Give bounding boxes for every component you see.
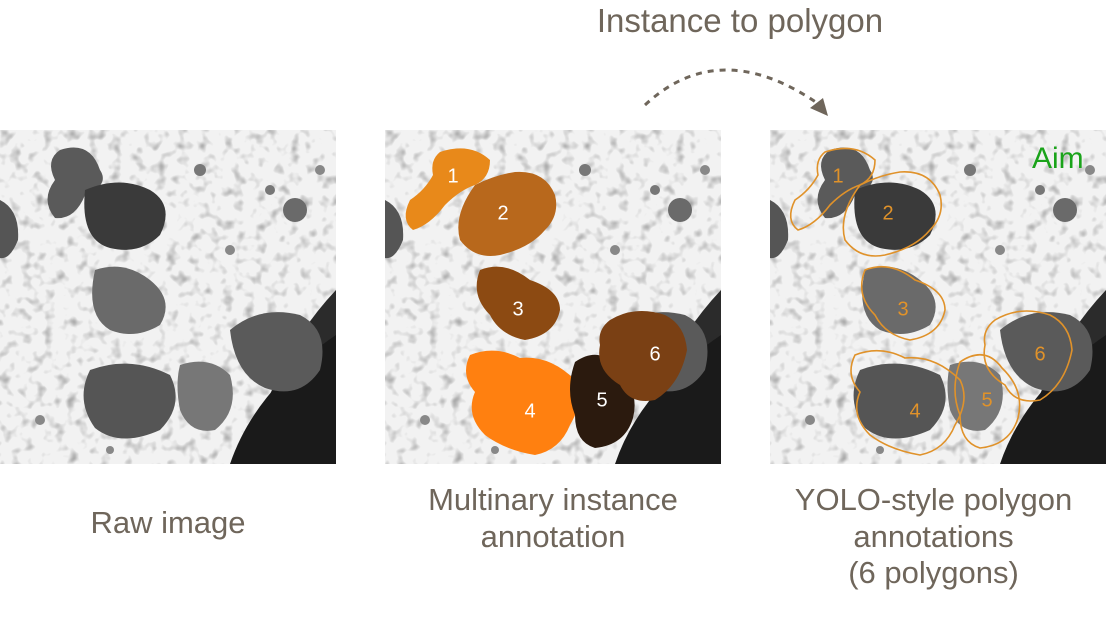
instance-4-mask [466,350,579,455]
instance-6-label: 6 [649,343,660,365]
polygon-caption-line3: (6 polygons) [848,555,1019,591]
polygon-3-label: 3 [897,298,908,320]
polygon-1-outline [789,147,876,231]
polygon-3-outline [860,265,946,341]
polygon-1-label: 1 [832,165,843,187]
diagram-title: Instance to polygon [596,2,884,39]
instance-6-mask [599,311,687,401]
instance-5-label: 5 [596,389,607,411]
instance-4-label: 4 [524,400,535,422]
raw-image-caption: Raw image [0,505,336,542]
raw-image-panel [0,130,336,464]
polygon-2-label: 2 [882,202,893,224]
polygon-6-label: 6 [1034,343,1045,365]
polygon-caption-line1: YOLO-style polygon [794,482,1073,517]
polygon-6-outline [983,310,1073,402]
instance-1-label: 1 [447,165,458,187]
instance-3-label: 3 [512,298,523,320]
aim-label: Aim [1032,142,1084,175]
instance-annotation-panel: 1 2 3 4 5 6 [385,130,721,464]
instance-1-mask [405,148,490,230]
instance-2-label: 2 [497,202,508,224]
polygon-4-outline [850,349,965,456]
instance-caption-line2: annotation [480,518,626,554]
instance-caption-line1: Multinary instance [428,482,678,517]
polygon-5-label: 5 [981,389,992,411]
instance-3-mask [476,266,560,340]
instance-2-mask [458,171,557,256]
polygon-4-label: 4 [909,400,920,422]
polygon-annotation-panel: 1 2 3 4 5 6 [770,130,1106,464]
polygon-annotation-caption: YOLO-style polygon annotations (6 polygo… [760,482,1107,592]
polygon-5-outline [954,354,1021,449]
polygon-caption-line2: annotations [853,518,1014,554]
instance-annotation-caption: Multinary instance annotation [370,482,736,555]
dashed-arrow-icon [643,68,828,116]
polygon-2-outline [842,171,943,257]
raw-image-caption-text: Raw image [90,505,246,540]
